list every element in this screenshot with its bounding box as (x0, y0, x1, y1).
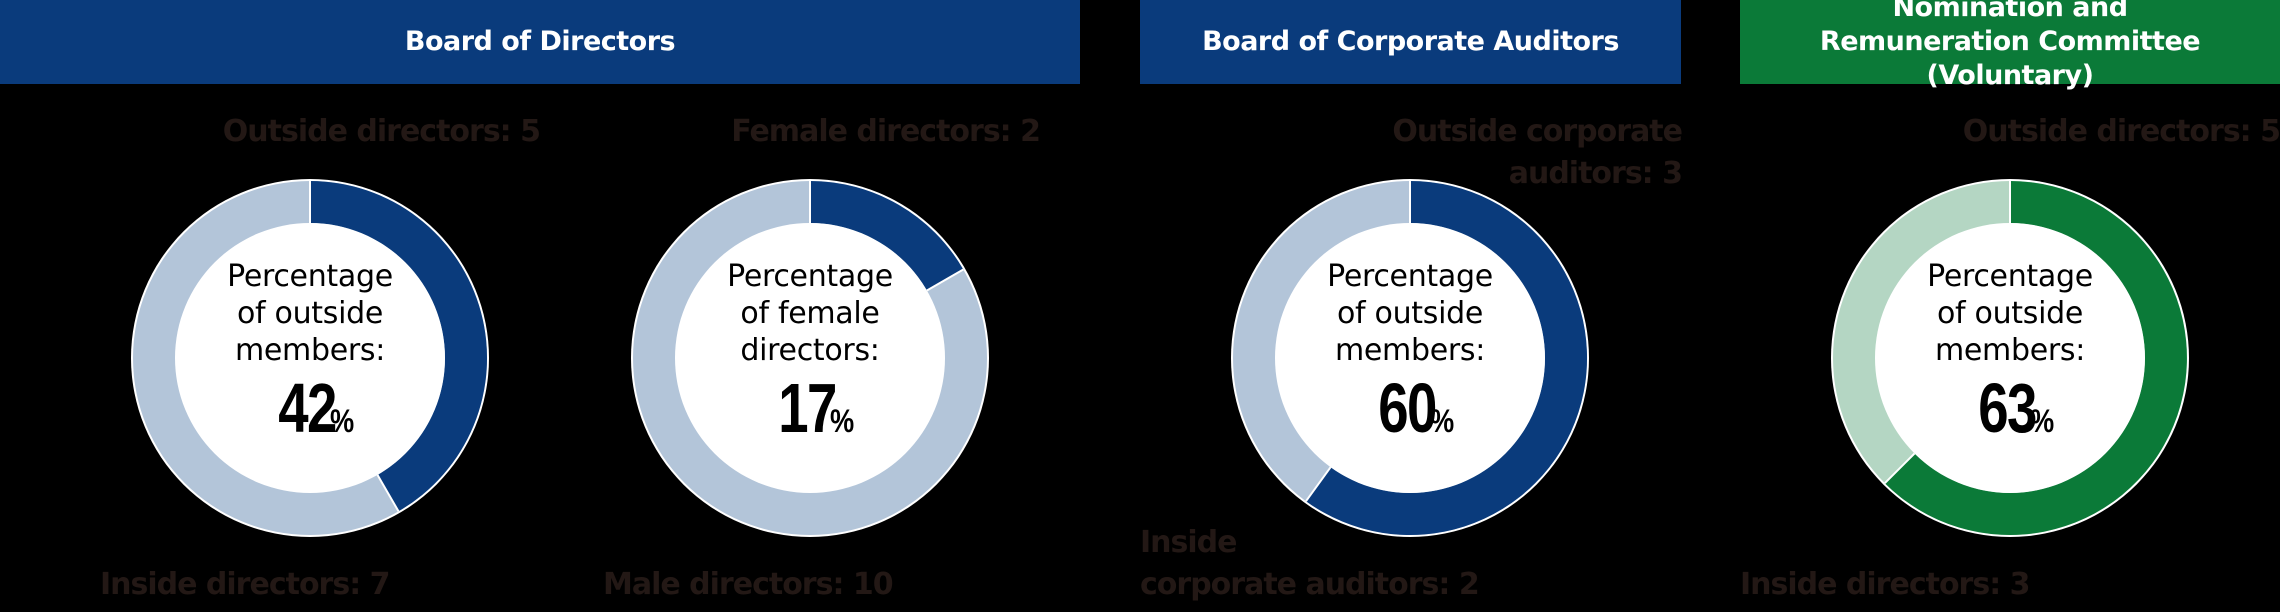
donut-value: 42 % (262, 371, 358, 445)
committee-outside-directors-label: Outside directors: 5 (1962, 114, 2280, 149)
percent-sign: % (2029, 402, 2054, 439)
header-board-of-corporate-auditors: Board of Corporate Auditors (1140, 0, 1681, 84)
donut-center: Percentage of outside members: 60 % (1230, 178, 1590, 538)
donut-center: Percentage of outside members: 63 % (1830, 178, 2190, 538)
committee-inside-directors-label: Inside directors: 3 (1740, 567, 2031, 602)
donut-chart-female-directors: Percentage of female directors: 17 % (630, 178, 990, 538)
donut-graphic (1231, 179, 1589, 537)
outside-directors-label: Outside directors: 5 (222, 114, 541, 149)
donut-caption: Percentage of outside members: (1927, 258, 2093, 368)
percent-sign: % (1429, 402, 1454, 439)
inside-corporate-auditors-label: Inside corporate auditors: 2 (1140, 522, 1480, 606)
donut-graphic (131, 179, 489, 537)
header-title: Board of Corporate Auditors (1202, 26, 1619, 57)
percentage-value: 60 (1378, 368, 1437, 447)
donut-graphic (631, 179, 989, 537)
percent-sign: % (829, 402, 854, 439)
percentage-value: 17 (778, 368, 837, 447)
percent-sign: % (329, 402, 354, 439)
donut-center: Percentage of female directors: 17 % (630, 178, 990, 538)
male-directors-label: Male directors: 10 (603, 567, 894, 602)
percentage-value: 42 (278, 368, 337, 447)
label-line: Outside corporate (1392, 114, 1683, 149)
label-line: Inside (1140, 525, 1237, 560)
donut-segment-outside (310, 181, 488, 512)
donut-segment-outside (1884, 181, 2187, 535)
donut-segment-outside (1306, 181, 1588, 535)
donut-value: 63 % (1962, 371, 2058, 445)
donut-value: 17 % (762, 371, 858, 445)
donut-graphic (1831, 179, 2189, 537)
header-title: Nomination and Remuneration Committee (V… (1819, 0, 2201, 91)
donut-chart-outside-members-board: Percentage of outside members: 42 % (130, 178, 490, 538)
donut-caption: Percentage of female directors: (727, 258, 893, 368)
donut-caption: Percentage of outside members: (227, 258, 393, 368)
header-board-of-directors: Board of Directors (0, 0, 1080, 84)
donut-chart-outside-members-auditors: Percentage of outside members: 60 % (1230, 178, 1590, 538)
percentage-value: 63 (1978, 368, 2037, 447)
donut-chart-outside-members-committee: Percentage of outside members: 63 % (1830, 178, 2190, 538)
outside-corporate-auditors-label: Outside corporate auditors: 3 (1392, 111, 1683, 195)
header-nomination-committee: Nomination and Remuneration Committee (V… (1740, 0, 2280, 91)
donut-segment-female (810, 181, 964, 291)
donut-caption: Percentage of outside members: (1327, 258, 1493, 368)
donut-center: Percentage of outside members: 42 % (130, 178, 490, 538)
label-line: corporate auditors: 2 (1140, 567, 1480, 602)
header-title: Board of Directors (404, 26, 676, 57)
female-directors-label: Female directors: 2 (731, 114, 1041, 149)
donut-value: 60 % (1362, 371, 1458, 445)
label-line: auditors: 3 (1508, 156, 1683, 191)
inside-directors-label: Inside directors: 7 (100, 567, 391, 602)
